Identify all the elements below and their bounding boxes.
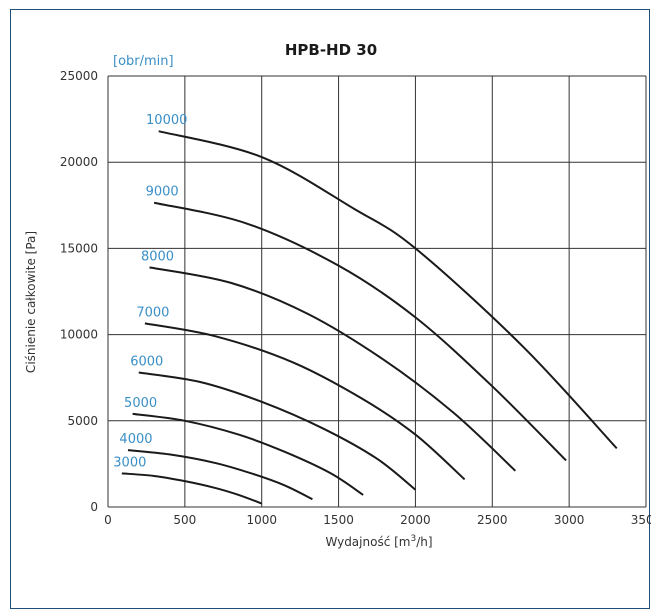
- fan-curve-9000: [153, 201, 567, 462]
- fan-curves: [121, 130, 618, 505]
- speed-label-3000: 3000: [113, 455, 146, 470]
- y-tick-label: 10000: [60, 328, 98, 342]
- y-tick-labels: 0 5000 10000 15000 20000 25000: [60, 69, 98, 514]
- speed-labels: 3000 4000 5000 6000 7000 8000 9000 10000: [113, 113, 187, 470]
- y-axis-title: Ciśnienie całkowite [Pa]: [24, 231, 38, 373]
- fan-curve-4000: [127, 449, 313, 501]
- fan-curve-3000: [121, 472, 263, 505]
- x-tick-label: 0: [104, 513, 112, 527]
- chart-title: HPB-HD 30: [285, 41, 377, 59]
- x-axis-title: Wydajność [m3/h]: [325, 534, 432, 549]
- grid-lines: [107, 75, 647, 508]
- speed-label-8000: 8000: [141, 249, 174, 264]
- y-tick-label: 0: [90, 500, 98, 514]
- x-tick-label: 2000: [400, 513, 431, 527]
- y-tick-label: 20000: [60, 155, 98, 169]
- x-tick-label: 1500: [323, 513, 354, 527]
- fan-curve-7000: [144, 322, 466, 481]
- x-tick-label: 2500: [477, 513, 508, 527]
- speed-label-10000: 10000: [146, 113, 187, 128]
- fan-curve-6000: [138, 371, 417, 491]
- speed-label-7000: 7000: [136, 305, 169, 320]
- speed-label-6000: 6000: [130, 355, 163, 370]
- fan-curve-10000: [158, 130, 618, 450]
- speed-unit-label: [obr/min]: [113, 54, 174, 69]
- y-tick-label: 5000: [67, 414, 98, 428]
- chart-frame: 3000 4000 5000 6000 7000 8000 9000 10000 0 500 10…: [10, 9, 651, 609]
- fan-curve-8000: [149, 266, 517, 472]
- x-tick-label: 500: [173, 513, 196, 527]
- speed-label-4000: 4000: [119, 432, 152, 447]
- y-tick-label: 15000: [60, 241, 98, 255]
- x-tick-label: 1000: [246, 513, 277, 527]
- fan-curve-5000: [132, 412, 364, 496]
- y-tick-label: 25000: [60, 69, 98, 83]
- x-tick-label: 3000: [554, 513, 585, 527]
- speed-label-5000: 5000: [124, 396, 157, 411]
- speed-label-9000: 9000: [146, 185, 179, 200]
